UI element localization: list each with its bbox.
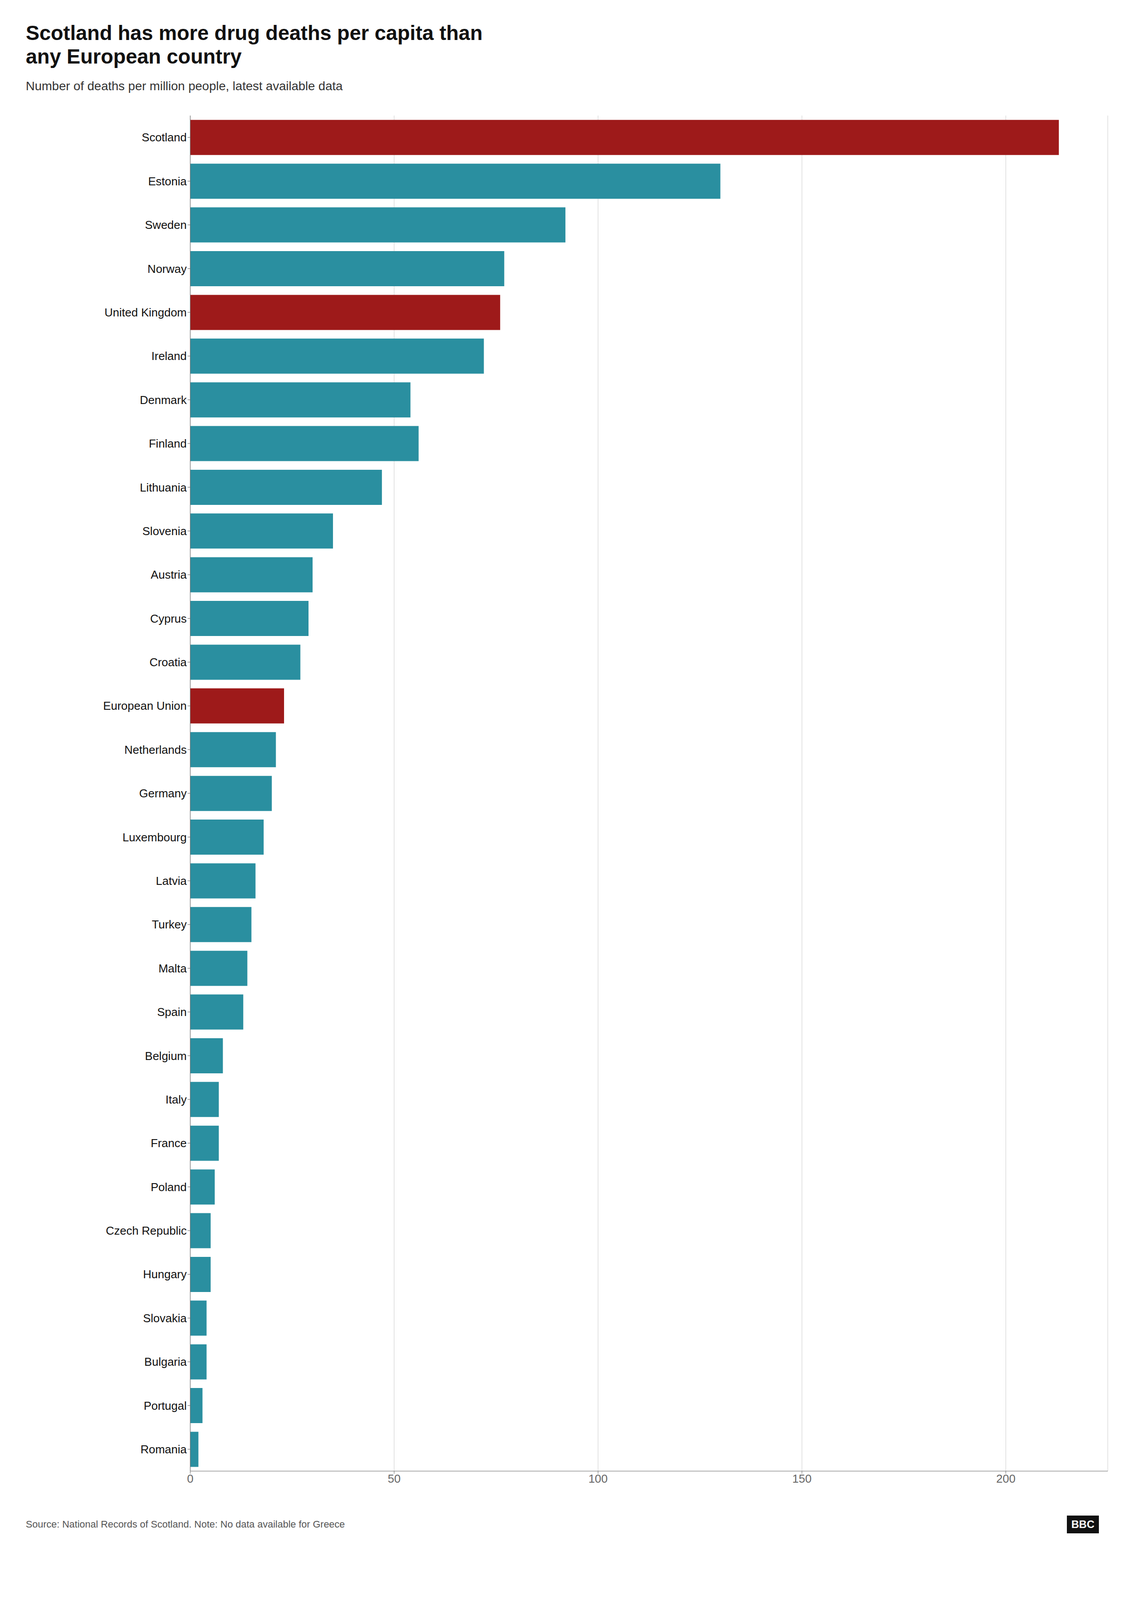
svg-text:France: France [150, 1136, 187, 1151]
svg-text:Luxembourg: Luxembourg [122, 830, 187, 844]
svg-text:200: 200 [996, 1472, 1016, 1486]
svg-text:Finland: Finland [148, 436, 187, 451]
svg-text:100: 100 [588, 1472, 608, 1486]
svg-text:Malta: Malta [158, 961, 187, 976]
svg-text:European Union: European Union [103, 699, 187, 713]
svg-text:Norway: Norway [147, 261, 187, 276]
svg-text:Ireland: Ireland [151, 349, 188, 363]
svg-text:Austria: Austria [150, 568, 187, 582]
svg-text:Slovenia: Slovenia [142, 524, 187, 538]
svg-text:Italy: Italy [165, 1093, 187, 1107]
svg-text:Scotland: Scotland [141, 130, 187, 145]
svg-text:150: 150 [792, 1472, 812, 1486]
svg-text:Cyprus: Cyprus [150, 611, 187, 626]
html-text:Scotland has more drug deaths: Scotland has more drug deaths per capita… [25, 21, 483, 68]
svg-text:Lithuania: Lithuania [139, 480, 187, 494]
svg-text:Spain: Spain [157, 1005, 188, 1019]
html-text:BBC: BBC [1071, 1518, 1095, 1531]
svg-text:Germany: Germany [139, 786, 187, 801]
svg-text:Slovakia: Slovakia [143, 1311, 188, 1326]
html-text:Source: National Records of Sc: Source: National Records of Scotland. No… [25, 1518, 345, 1530]
svg-text:Turkey: Turkey [152, 917, 188, 932]
svg-text:Belgium: Belgium [144, 1049, 187, 1063]
svg-text:Portugal: Portugal [143, 1398, 187, 1413]
html-text:Number of deaths per million p: Number of deaths per million people, lat… [25, 79, 343, 93]
svg-text:Romania: Romania [140, 1442, 188, 1457]
svg-text:Czech Republic: Czech Republic [105, 1224, 187, 1238]
svg-text:Hungary: Hungary [143, 1267, 187, 1282]
svg-text:Croatia: Croatia [149, 655, 187, 670]
svg-text:Latvia: Latvia [156, 874, 188, 888]
svg-text:Denmark: Denmark [140, 393, 188, 407]
svg-text:Poland: Poland [150, 1180, 187, 1194]
svg-text:Estonia: Estonia [148, 174, 187, 189]
svg-text:Netherlands: Netherlands [124, 743, 187, 757]
svg-text:Sweden: Sweden [144, 218, 187, 232]
svg-text:United Kingdom: United Kingdom [104, 305, 187, 320]
svg-text:0: 0 [187, 1472, 194, 1486]
svg-text:50: 50 [387, 1472, 401, 1486]
svg-text:Bulgaria: Bulgaria [144, 1355, 188, 1369]
